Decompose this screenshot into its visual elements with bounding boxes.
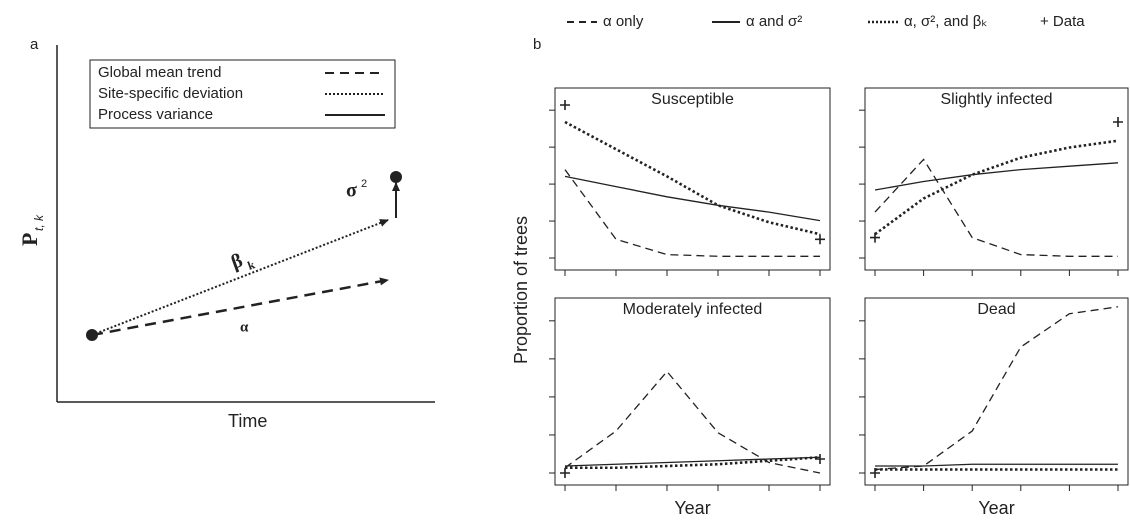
series-line xyxy=(875,463,1118,467)
data-point xyxy=(815,454,825,464)
point xyxy=(390,171,402,183)
y-axis-label: P xyxy=(17,233,42,246)
legend-box xyxy=(89,59,396,129)
data-point xyxy=(560,468,570,478)
arrow xyxy=(91,219,389,336)
series-line xyxy=(874,158,1118,257)
legend-label: α only xyxy=(603,13,644,30)
point xyxy=(86,329,98,341)
plot-frame xyxy=(554,297,831,486)
arrow-label: α xyxy=(240,319,249,335)
legend-label: α, σ², and βₖ xyxy=(904,13,988,30)
arrow-label-sub: k xyxy=(246,257,257,273)
arrow-label-sup: 2 xyxy=(361,178,367,190)
panel-label: a xyxy=(30,36,39,53)
series-line xyxy=(564,169,820,257)
legend-label: Site-specific deviation xyxy=(98,85,243,102)
legend-label: Global mean trend xyxy=(98,64,221,81)
x-axis-label: Time xyxy=(228,411,267,431)
legend-label: α and σ² xyxy=(746,13,802,30)
arrow xyxy=(91,277,389,337)
plot-frame xyxy=(864,87,1129,271)
series-line xyxy=(564,120,821,236)
series-line xyxy=(874,306,1119,471)
data-point xyxy=(560,100,570,110)
plot-title: Dead xyxy=(977,301,1015,318)
series-line xyxy=(874,139,1119,236)
y-axis-label-sub: t, k xyxy=(32,214,46,231)
series-line xyxy=(564,175,821,222)
plot-frame xyxy=(864,297,1129,486)
data-point xyxy=(870,468,880,478)
arrow-label: β xyxy=(228,249,245,273)
plot-title: Slightly infected xyxy=(940,91,1052,108)
data-point xyxy=(1113,117,1123,127)
series-line xyxy=(874,162,1119,191)
plot-title: Moderately infected xyxy=(623,301,763,318)
data-point xyxy=(870,232,880,243)
arrow-label: σ xyxy=(346,180,357,202)
series-line xyxy=(565,455,821,470)
plot-title: Susceptible xyxy=(651,91,734,108)
plot-frame xyxy=(554,87,831,271)
legend-label: + Data xyxy=(1040,13,1085,30)
x-axis-label: Year xyxy=(674,498,710,518)
series-line xyxy=(564,456,821,467)
legend-label: Process variance xyxy=(98,106,213,123)
panel-label: b xyxy=(533,36,541,53)
data-point xyxy=(815,234,825,245)
x-axis-label: Year xyxy=(978,498,1014,518)
y-axis-label: Proportion of trees xyxy=(511,216,531,364)
series-line xyxy=(564,370,821,474)
